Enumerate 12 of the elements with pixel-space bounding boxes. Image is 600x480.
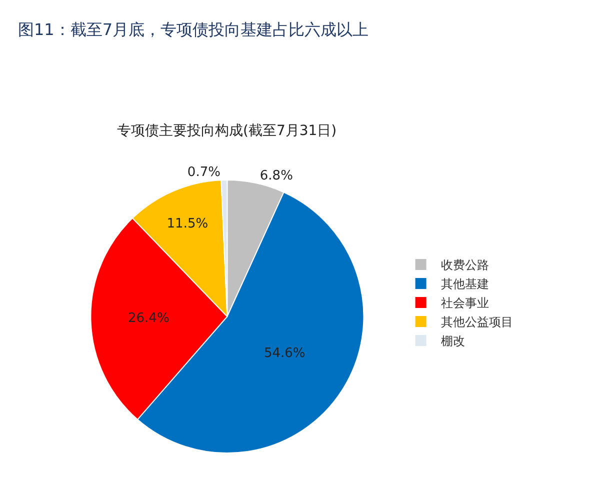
chart-subtitle: 专项债主要投向构成(截至7月31日) (117, 123, 337, 139)
legend-label: 其他基建 (440, 277, 489, 292)
data-label: 54.6% (264, 346, 306, 361)
legend-label: 收费公路 (440, 258, 489, 272)
data-label: 26.4% (128, 310, 170, 326)
chart-title: 图11：截至7月底，专项债投向基建占比六成以上 (18, 20, 369, 40)
legend-label: 社会事业 (440, 296, 489, 310)
data-label: 11.5% (166, 216, 208, 232)
data-label: 6.8% (260, 168, 293, 184)
legend-label: 棚改 (440, 334, 465, 348)
legend-label: 其他公益项目 (440, 315, 513, 330)
data-label: 0.7% (187, 165, 220, 180)
